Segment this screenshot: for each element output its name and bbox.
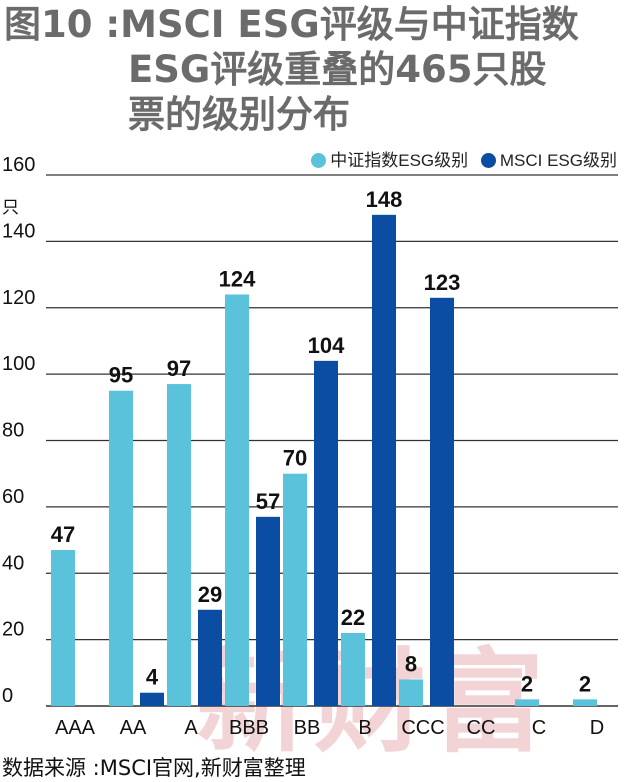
y-tick-label: 160	[2, 154, 35, 176]
bar	[399, 679, 423, 706]
data-label: 148	[366, 187, 403, 212]
bar	[573, 699, 597, 706]
x-tick-label: D	[590, 717, 604, 739]
y-tick-label: 60	[2, 486, 24, 508]
bar	[51, 550, 75, 706]
y-tick-label: 40	[2, 552, 24, 574]
title-line-2: ESG评级重叠的465只股	[128, 48, 547, 91]
legend-swatch-msci	[480, 153, 496, 168]
x-tick-label: AAA	[55, 717, 96, 739]
data-label: 29	[198, 582, 222, 607]
bar	[140, 692, 164, 706]
x-tick-label: BBB	[229, 717, 269, 739]
x-tick-label: CC	[467, 717, 496, 739]
data-label: 47	[51, 522, 75, 547]
y-tick-label: 120	[2, 287, 35, 309]
bar	[515, 699, 539, 706]
x-tick-label: C	[532, 717, 546, 739]
x-tick-label: AA	[120, 717, 147, 739]
y-tick-label: 20	[2, 619, 24, 641]
data-label: 57	[256, 489, 280, 514]
legend: 中证指数ESG级别 MSCI ESG级别	[303, 146, 617, 171]
bar	[256, 516, 280, 706]
legend-item-csi: 中证指数ESG级别	[311, 151, 473, 170]
bar	[167, 384, 191, 706]
legend-label-msci: MSCI ESG级别	[499, 151, 617, 170]
y-unit-label: 只	[2, 198, 19, 218]
y-tick-label: 100	[2, 353, 35, 375]
bar	[341, 632, 365, 706]
bar	[372, 214, 396, 706]
data-label: 97	[167, 356, 191, 381]
x-tick-label: B	[358, 717, 371, 739]
y-tick-label: 80	[2, 420, 24, 442]
data-label: 2	[579, 671, 591, 696]
data-label: 2	[521, 671, 533, 696]
x-tick-label: A	[184, 717, 198, 739]
x-tick-label: CCC	[401, 717, 444, 739]
data-label: 124	[219, 266, 256, 291]
y-tick-label: 0	[2, 685, 13, 707]
data-label: 4	[146, 665, 159, 690]
source-note: 数据来源 :MSCI官网,新财富整理	[2, 756, 306, 780]
data-label: 104	[308, 333, 345, 358]
data-label: 22	[341, 605, 365, 630]
bar	[283, 473, 307, 706]
bar	[430, 297, 454, 706]
legend-swatch-csi	[311, 153, 327, 168]
bar	[109, 390, 133, 706]
bar	[314, 360, 338, 706]
y-tick-label: 140	[2, 220, 35, 242]
x-tick-label: BB	[294, 717, 321, 739]
data-label: 8	[405, 651, 417, 676]
legend-label-csi: 中证指数ESG级别	[330, 151, 469, 170]
bar	[225, 294, 249, 706]
data-label: 70	[283, 446, 307, 471]
title-line-3: 票的级别分布	[128, 93, 350, 136]
title-line-1: 图10 :MSCI ESG评级与中证指数	[4, 3, 579, 46]
data-label: 95	[109, 363, 133, 388]
legend-item-msci: MSCI ESG级别	[480, 151, 617, 170]
bar	[198, 609, 222, 706]
watermark-logo: 新财富	[196, 612, 550, 774]
data-label: 123	[424, 270, 461, 295]
